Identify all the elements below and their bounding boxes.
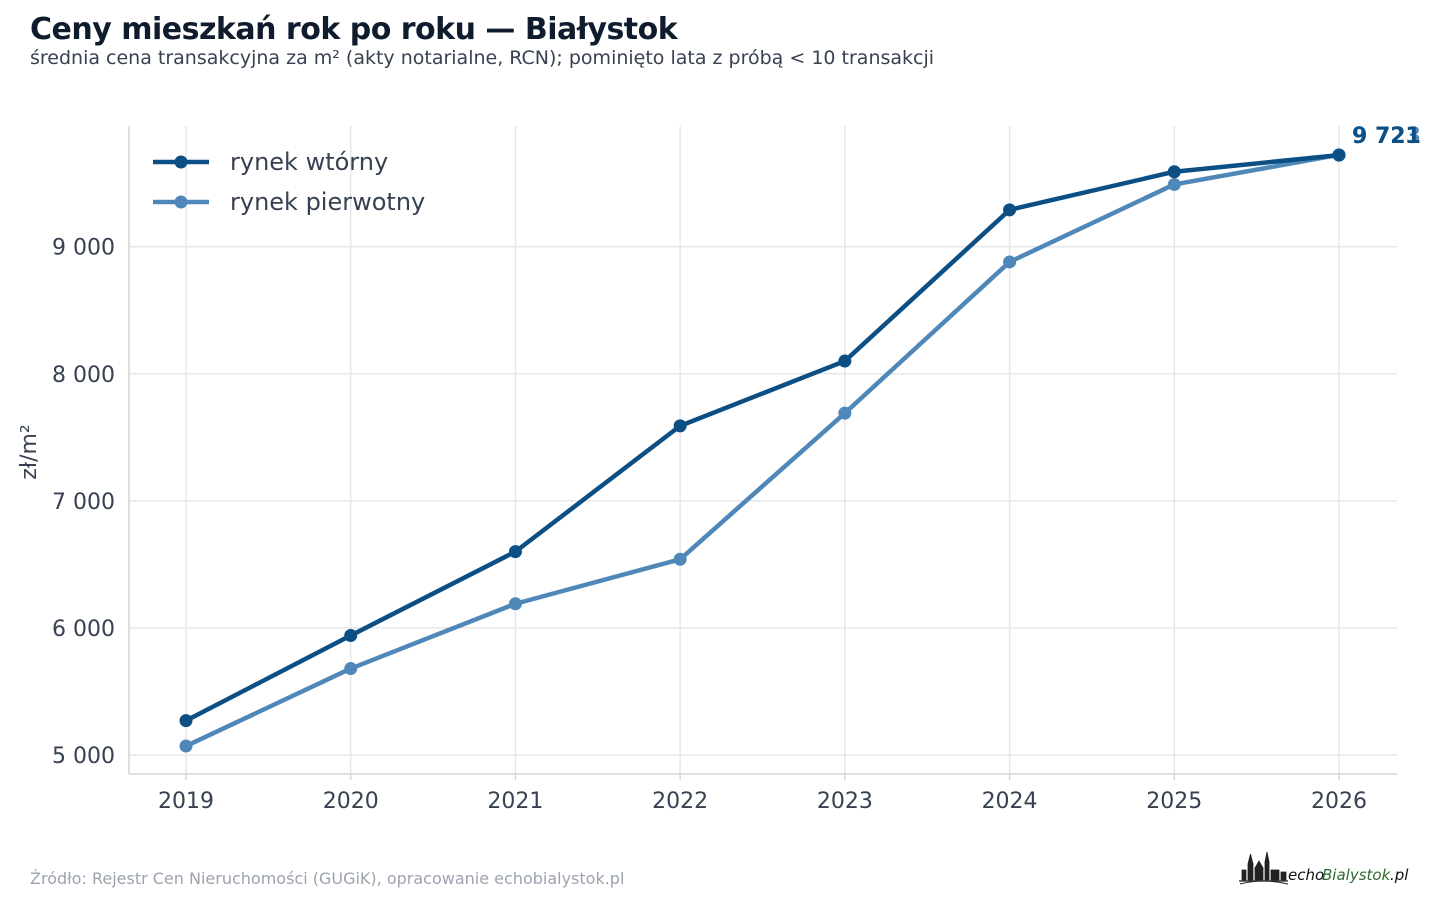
- data-point: [508, 597, 522, 611]
- data-point: [179, 739, 193, 753]
- source-note: Źródło: Rejestr Cen Nieruchomości (GUGiK…: [30, 869, 625, 888]
- legend-swatch-marker: [174, 195, 188, 209]
- chart-title: Ceny mieszkań rok po roku — Białystok: [30, 12, 678, 47]
- data-point: [1003, 203, 1017, 217]
- x-tick-label: 2020: [323, 789, 379, 814]
- end-value-label: 9 723: [1352, 124, 1421, 149]
- y-tick-label: 5 000: [52, 744, 115, 769]
- chart-subtitle: średnia cena transakcyjna za m² (akty no…: [30, 47, 935, 69]
- legend-label: rynek wtórny: [230, 148, 388, 176]
- data-point: [673, 552, 687, 566]
- city-skyline-icon: [1239, 851, 1289, 885]
- data-point: [838, 354, 852, 368]
- x-tick-label: 2022: [652, 789, 708, 814]
- logo-text-bialystok: Bialystok: [1322, 866, 1392, 884]
- series-line-1: [183, 152, 1342, 749]
- logo-text-pl: .pl: [1390, 866, 1409, 884]
- legend-label: rynek pierwotny: [230, 188, 425, 216]
- end-value-label: 9 721: [1352, 124, 1421, 149]
- data-point: [838, 406, 852, 420]
- logo-text-echo: echo: [1288, 866, 1324, 884]
- x-tick-label: 2025: [1146, 789, 1202, 814]
- data-point: [1167, 165, 1181, 179]
- x-tick-label: 2019: [158, 789, 214, 814]
- data-point: [179, 714, 193, 728]
- data-point: [1003, 255, 1017, 269]
- y-tick-label: 6 000: [52, 617, 115, 642]
- x-tick-label: 2023: [817, 789, 873, 814]
- data-point: [1167, 177, 1181, 191]
- x-tick-label: 2026: [1311, 789, 1367, 814]
- data-point: [1332, 148, 1346, 162]
- y-tick-label: 9 000: [52, 236, 115, 261]
- data-point: [673, 419, 687, 433]
- echobialystok-logo: echo Bialystok .pl: [1239, 851, 1409, 885]
- data-point: [344, 629, 358, 643]
- legend-swatch-marker: [174, 155, 188, 169]
- x-tick-label: 2024: [982, 789, 1038, 814]
- data-point: [344, 662, 358, 676]
- series-line-0: [183, 152, 1342, 723]
- x-tick-label: 2021: [487, 789, 543, 814]
- data-point: [508, 545, 522, 559]
- y-tick-label: 7 000: [52, 490, 115, 515]
- y-tick-label: 8 000: [52, 363, 115, 388]
- y-axis-label: zł/m²: [17, 424, 42, 479]
